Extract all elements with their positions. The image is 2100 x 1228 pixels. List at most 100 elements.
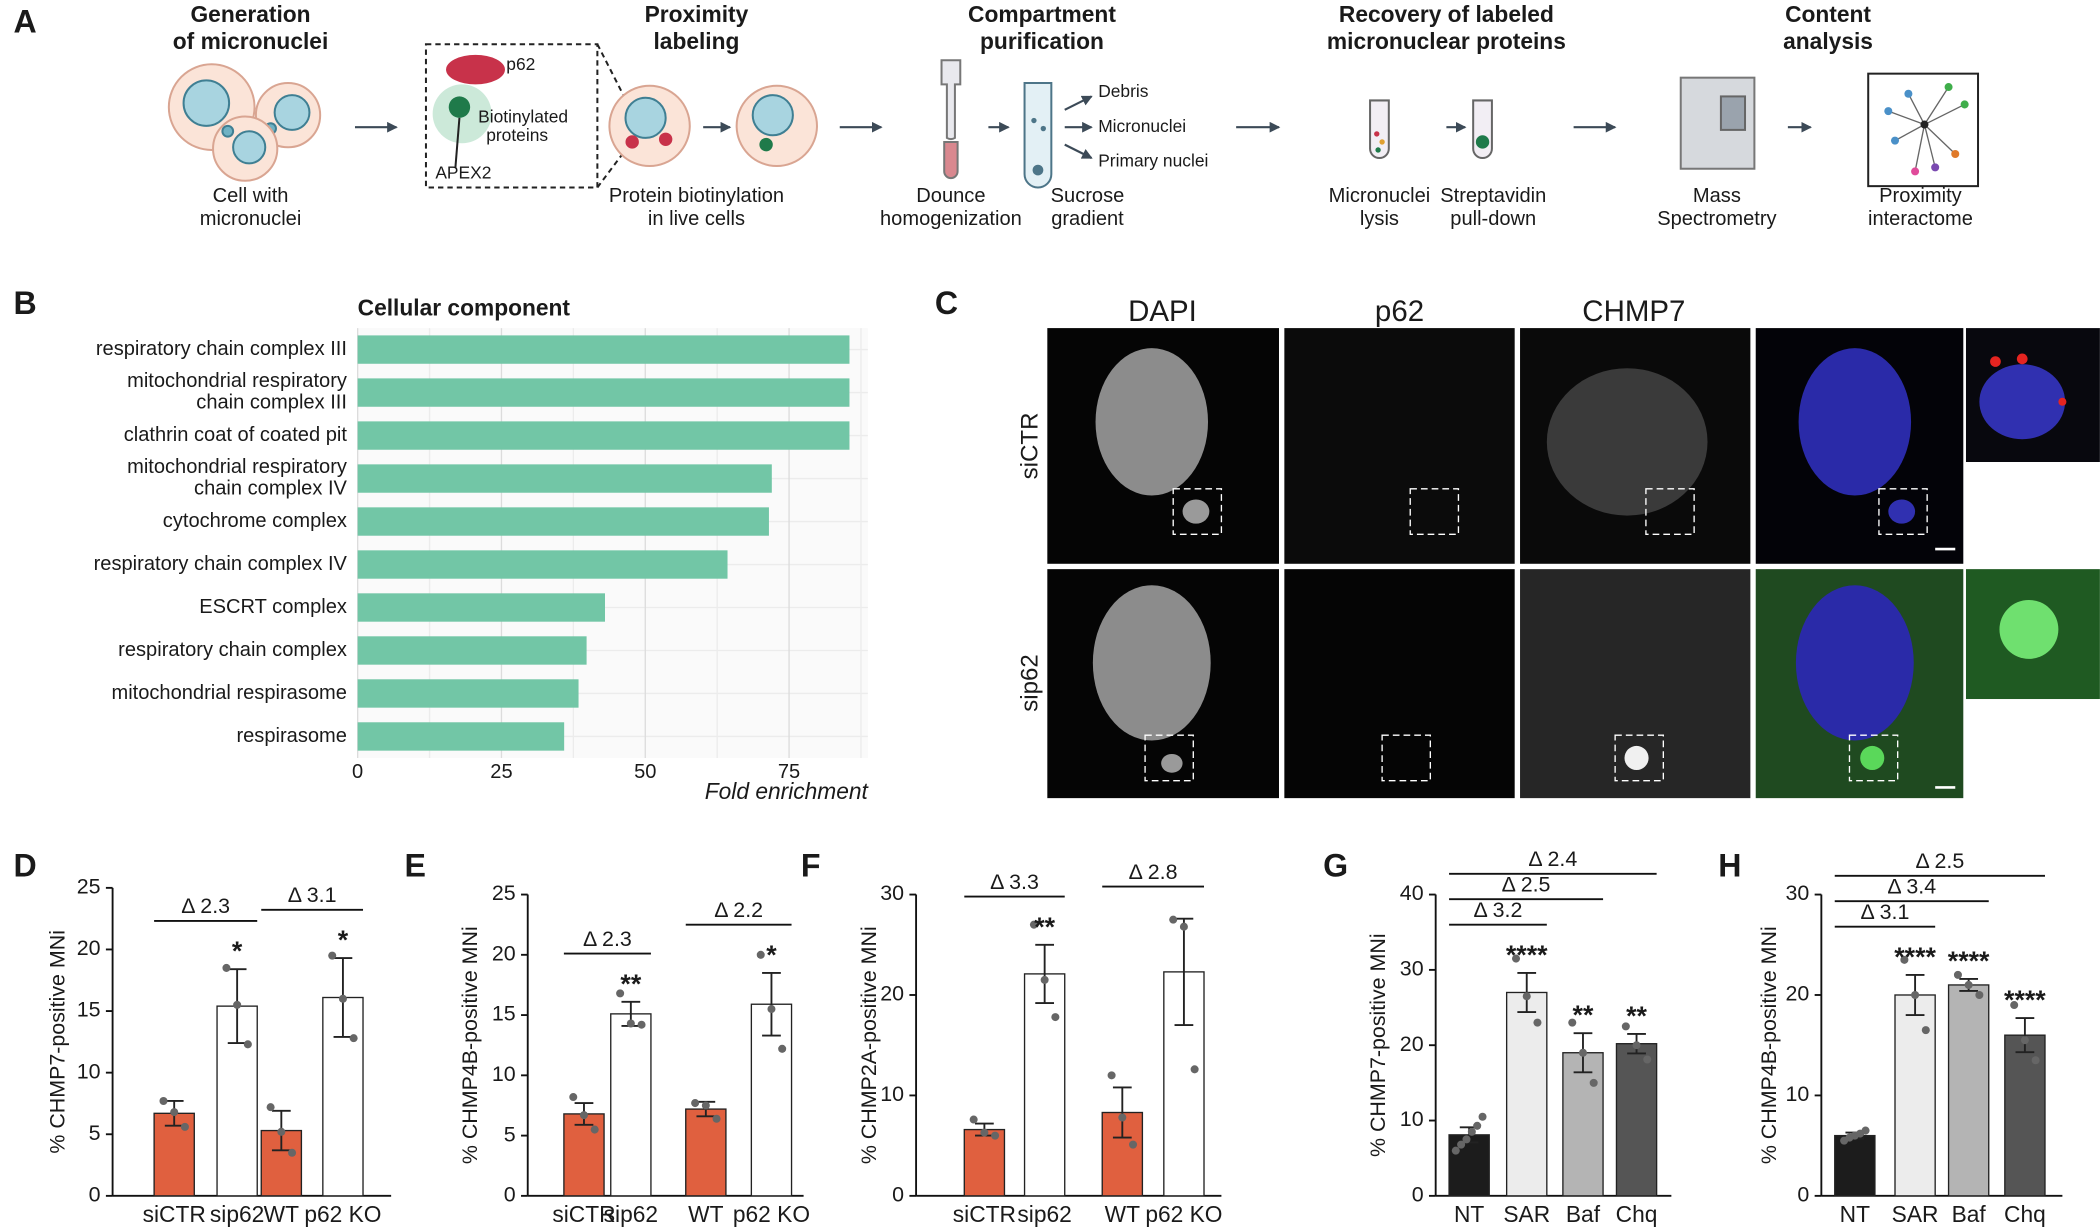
data-point <box>349 1034 358 1043</box>
micrographs <box>1047 328 2100 799</box>
data-point <box>170 1108 179 1117</box>
panel-label: C <box>935 285 958 321</box>
y-tick-label: 30 <box>1400 957 1424 981</box>
inset-box <box>424 43 599 189</box>
data-point <box>1179 922 1188 931</box>
significance: **** <box>1894 942 1936 972</box>
data-point <box>328 951 337 960</box>
bar <box>357 507 769 536</box>
workflow-illustration-part <box>1890 136 1900 145</box>
roi-box <box>1172 488 1223 535</box>
data-point <box>1051 1013 1060 1022</box>
roi-box <box>1614 734 1664 782</box>
y-tick-label: 10 <box>880 1082 904 1106</box>
data-point <box>338 994 347 1003</box>
channel-header: CHMP7 <box>1582 295 1685 328</box>
y-axis-label: % CHMP7-positive MNi <box>46 930 70 1154</box>
data-point <box>233 1000 242 1009</box>
interactome-edges-part <box>1923 124 1936 168</box>
channel-header: p62 <box>1375 295 1424 328</box>
y-tick-label: 30 <box>1785 881 1809 905</box>
data-point <box>1129 1140 1138 1149</box>
comparison-label: Δ 3.4 <box>1887 875 1936 899</box>
bar <box>1505 991 1548 1197</box>
y-tick-label: 10 <box>77 1059 101 1083</box>
bar <box>1615 1043 1658 1197</box>
workflow-arrows-part <box>1064 95 1093 111</box>
step-title: micronuclear proteins <box>1327 28 1566 54</box>
significance: **** <box>1948 946 1990 976</box>
inset-micronucleus <box>1979 364 2066 440</box>
workflow-illustration-part <box>1375 147 1381 153</box>
workflow-illustration <box>167 43 1980 189</box>
step-caption: Proximity <box>1879 185 1962 207</box>
y-axis-label: % CHMP7-positive MNi <box>1366 933 1390 1157</box>
micrographs-part <box>2016 353 2028 365</box>
x-tick-label: siCTR <box>552 1201 615 1227</box>
p62-dot <box>625 135 639 149</box>
bar <box>357 550 728 579</box>
apex2-shape <box>448 96 471 118</box>
data-point <box>1953 970 1962 979</box>
step-label: Biotinylated <box>478 106 568 126</box>
inset-focus <box>1999 599 2059 659</box>
micronucleus-merge <box>1888 499 1916 524</box>
micronucleus <box>1182 499 1210 524</box>
nucleus-merge <box>1798 348 1912 496</box>
label-line: chain complex IV <box>194 478 347 500</box>
error-bar <box>1174 917 1194 1027</box>
y-tick-label: 10 <box>1785 1082 1809 1106</box>
workflow-illustration-part <box>1475 135 1490 149</box>
x-tick-label: sip62 <box>1017 1201 1071 1227</box>
significance: ** <box>1626 1001 1647 1031</box>
x-tick-label: 50 <box>634 761 656 783</box>
data-point <box>1029 920 1038 929</box>
y-tick-label: 30 <box>880 881 904 905</box>
y-tick-label: 15 <box>77 998 101 1022</box>
bar <box>1023 973 1066 1197</box>
bar <box>1834 1134 1876 1197</box>
roi-box <box>1848 734 1899 782</box>
data-point <box>579 1111 588 1120</box>
x-tick-label: NT <box>1840 1201 1870 1227</box>
cells-with-micronuclei-part <box>221 124 235 138</box>
data-point <box>1975 990 1984 1000</box>
comparison-label: Δ 2.8 <box>1129 860 1178 884</box>
x-tick-label: p62 KO <box>1145 1201 1222 1227</box>
x-tick-label: Baf <box>1952 1201 1987 1227</box>
bar <box>963 1128 1006 1197</box>
micronucleus <box>1161 753 1183 773</box>
workflow-illustration-part <box>1920 120 1929 129</box>
y-tick-label: 25 <box>77 875 101 899</box>
step-label: APEX2 <box>435 163 491 183</box>
x-tick-label: p62 KO <box>304 1201 381 1227</box>
workflow-illustration-part <box>1884 107 1893 116</box>
bar <box>357 335 850 364</box>
panel-label: E <box>405 847 426 883</box>
step-caption: Cell with <box>213 185 289 207</box>
interactome-edges-part <box>1923 86 1950 125</box>
data-point <box>756 950 765 959</box>
step-title: labeling <box>653 28 739 54</box>
y-tick-label: mitochondrial respiratory chain complex I… <box>127 370 347 413</box>
bar <box>685 1108 727 1197</box>
y-tick-label: respirasome <box>236 725 346 747</box>
workflow-illustration-part <box>1032 164 1044 176</box>
roi-box <box>1878 488 1928 535</box>
pulldown-tube <box>1472 99 1493 160</box>
bar <box>357 464 772 493</box>
biotin-dot <box>759 137 773 152</box>
step-caption: Dounce <box>916 185 985 207</box>
data-point <box>243 1040 252 1049</box>
workflow-illustration-part <box>1379 139 1385 145</box>
y-tick-label: 5 <box>504 1122 516 1146</box>
x-tick-label: WT <box>1105 1201 1140 1227</box>
data-point <box>778 1044 787 1053</box>
y-tick-label: 0 <box>1412 1183 1424 1207</box>
data-point <box>712 1114 721 1123</box>
data-point <box>691 1099 700 1108</box>
roi-box <box>1381 734 1431 782</box>
workflow-arrows-part <box>1064 143 1093 159</box>
panel-label: B <box>13 285 36 321</box>
